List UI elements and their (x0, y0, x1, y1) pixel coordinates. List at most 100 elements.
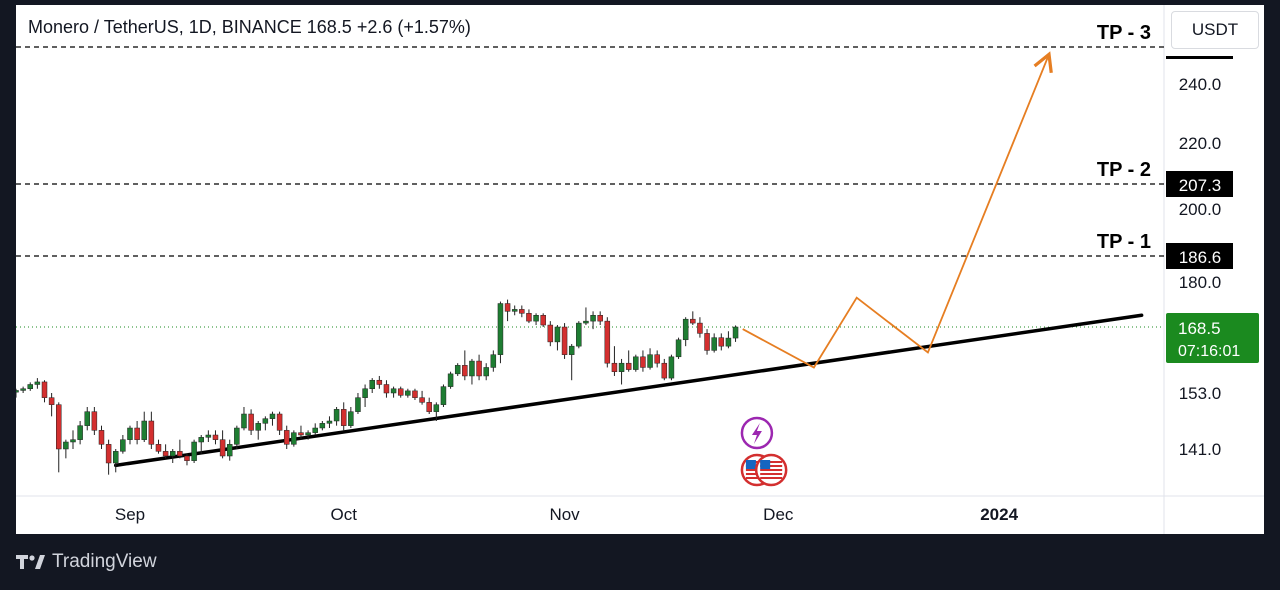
candle-body (682, 318, 689, 341)
candle-body (469, 360, 475, 377)
candle-body (283, 430, 290, 445)
candle-body (312, 427, 318, 433)
footer-brand: TradingView (16, 548, 157, 576)
candle-body (440, 386, 447, 405)
price-tick-label: 200.0 (1179, 200, 1222, 219)
candle-body (661, 362, 668, 379)
candle-body (298, 432, 304, 436)
candle-body (169, 451, 176, 457)
candle-body (355, 397, 361, 412)
candle-body (162, 451, 169, 457)
candle-body (63, 441, 69, 450)
price-axis-marker-label: 186.6 (1179, 248, 1222, 267)
candle-body (704, 333, 710, 351)
price-tick-label: 141.0 (1179, 440, 1222, 459)
candle-body (112, 451, 119, 464)
candle-body (547, 324, 554, 343)
candle-body (41, 381, 48, 398)
candle-body (597, 315, 603, 322)
candle-body (405, 390, 411, 396)
candle-body (191, 441, 197, 461)
candle-body (148, 420, 155, 445)
candle-body (490, 354, 497, 368)
us-flag-icon (754, 453, 788, 487)
candle-body (504, 303, 511, 312)
candle-body (511, 309, 518, 312)
candle-body (426, 402, 432, 412)
candle-body (604, 320, 611, 364)
candle-body (633, 356, 639, 370)
candle-body (105, 444, 112, 464)
candle-body (305, 432, 311, 436)
candle-body (120, 439, 126, 452)
candle-body (319, 423, 326, 429)
candle-body (348, 411, 354, 426)
candle-body (16, 390, 19, 393)
projection-path (742, 51, 1053, 369)
candle-body (262, 418, 269, 424)
candle-body (20, 388, 26, 391)
candle-body (618, 362, 625, 372)
candle-body (56, 404, 62, 450)
candle-body (625, 362, 632, 370)
tp-level-label: TP - 1 (1097, 231, 1151, 253)
tp-level-label: TP - 2 (1097, 159, 1151, 181)
candle-body (568, 345, 575, 355)
candle-body (91, 411, 98, 431)
candle-body (34, 381, 41, 385)
candle-body (141, 420, 147, 440)
candle-body (84, 411, 90, 426)
candle-body (397, 388, 404, 396)
candle-body (519, 309, 525, 314)
candle-body (668, 356, 675, 379)
price-axis-marker (1166, 56, 1233, 59)
candle-body (533, 315, 539, 322)
price-axis-marker (1166, 243, 1233, 269)
candle-body (611, 362, 618, 372)
candle-body (198, 437, 204, 443)
candle-body (526, 313, 532, 322)
candle-body (184, 455, 190, 461)
candle-body (219, 439, 226, 457)
trendline (113, 313, 1144, 468)
candle-body (419, 397, 425, 403)
currency-button[interactable]: USDT (1171, 11, 1259, 49)
price-tick-label: 153.0 (1179, 384, 1222, 403)
candle-body (711, 337, 717, 351)
candle-body (212, 434, 219, 440)
candle-body (134, 427, 140, 440)
candle-body (640, 356, 646, 368)
candle-body (697, 322, 703, 334)
price-tick-label: 180.0 (1179, 273, 1222, 292)
candle-body (241, 413, 247, 429)
candle-body (362, 388, 368, 398)
candle-body (205, 434, 212, 438)
price-chart[interactable]: TP - 1 186.6 TP - 2 207.3 TP - 3 141.0 153.0 18… (16, 5, 1264, 534)
candle-body (590, 315, 596, 322)
candle-body (718, 337, 725, 347)
candle-body (561, 326, 568, 355)
candle-body (127, 427, 133, 440)
candle-body (48, 397, 55, 405)
candle-body (326, 420, 333, 424)
time-tick-label: Oct (330, 505, 357, 524)
candle-body (255, 423, 261, 431)
candle-body (454, 365, 461, 375)
time-tick-label: Sep (115, 505, 145, 524)
candle-body (725, 337, 732, 347)
lightning-icon (740, 416, 774, 450)
candle-body (554, 326, 561, 343)
candle-body (412, 390, 418, 398)
candle-body (476, 360, 482, 377)
candle-body (291, 432, 297, 445)
candle-body (732, 326, 739, 339)
candle-body (333, 409, 340, 422)
candle-body (340, 409, 347, 426)
price-axis-marker-label: 207.3 (1179, 176, 1222, 195)
candle-body (70, 439, 76, 443)
candle-body (583, 320, 589, 324)
candle-body (540, 315, 546, 326)
chart-panel[interactable]: TP - 1 186.6 TP - 2 207.3 TP - 3 141.0 153.0 18… (16, 5, 1264, 534)
candle-body (369, 379, 375, 389)
time-tick-label: Nov (549, 505, 580, 524)
